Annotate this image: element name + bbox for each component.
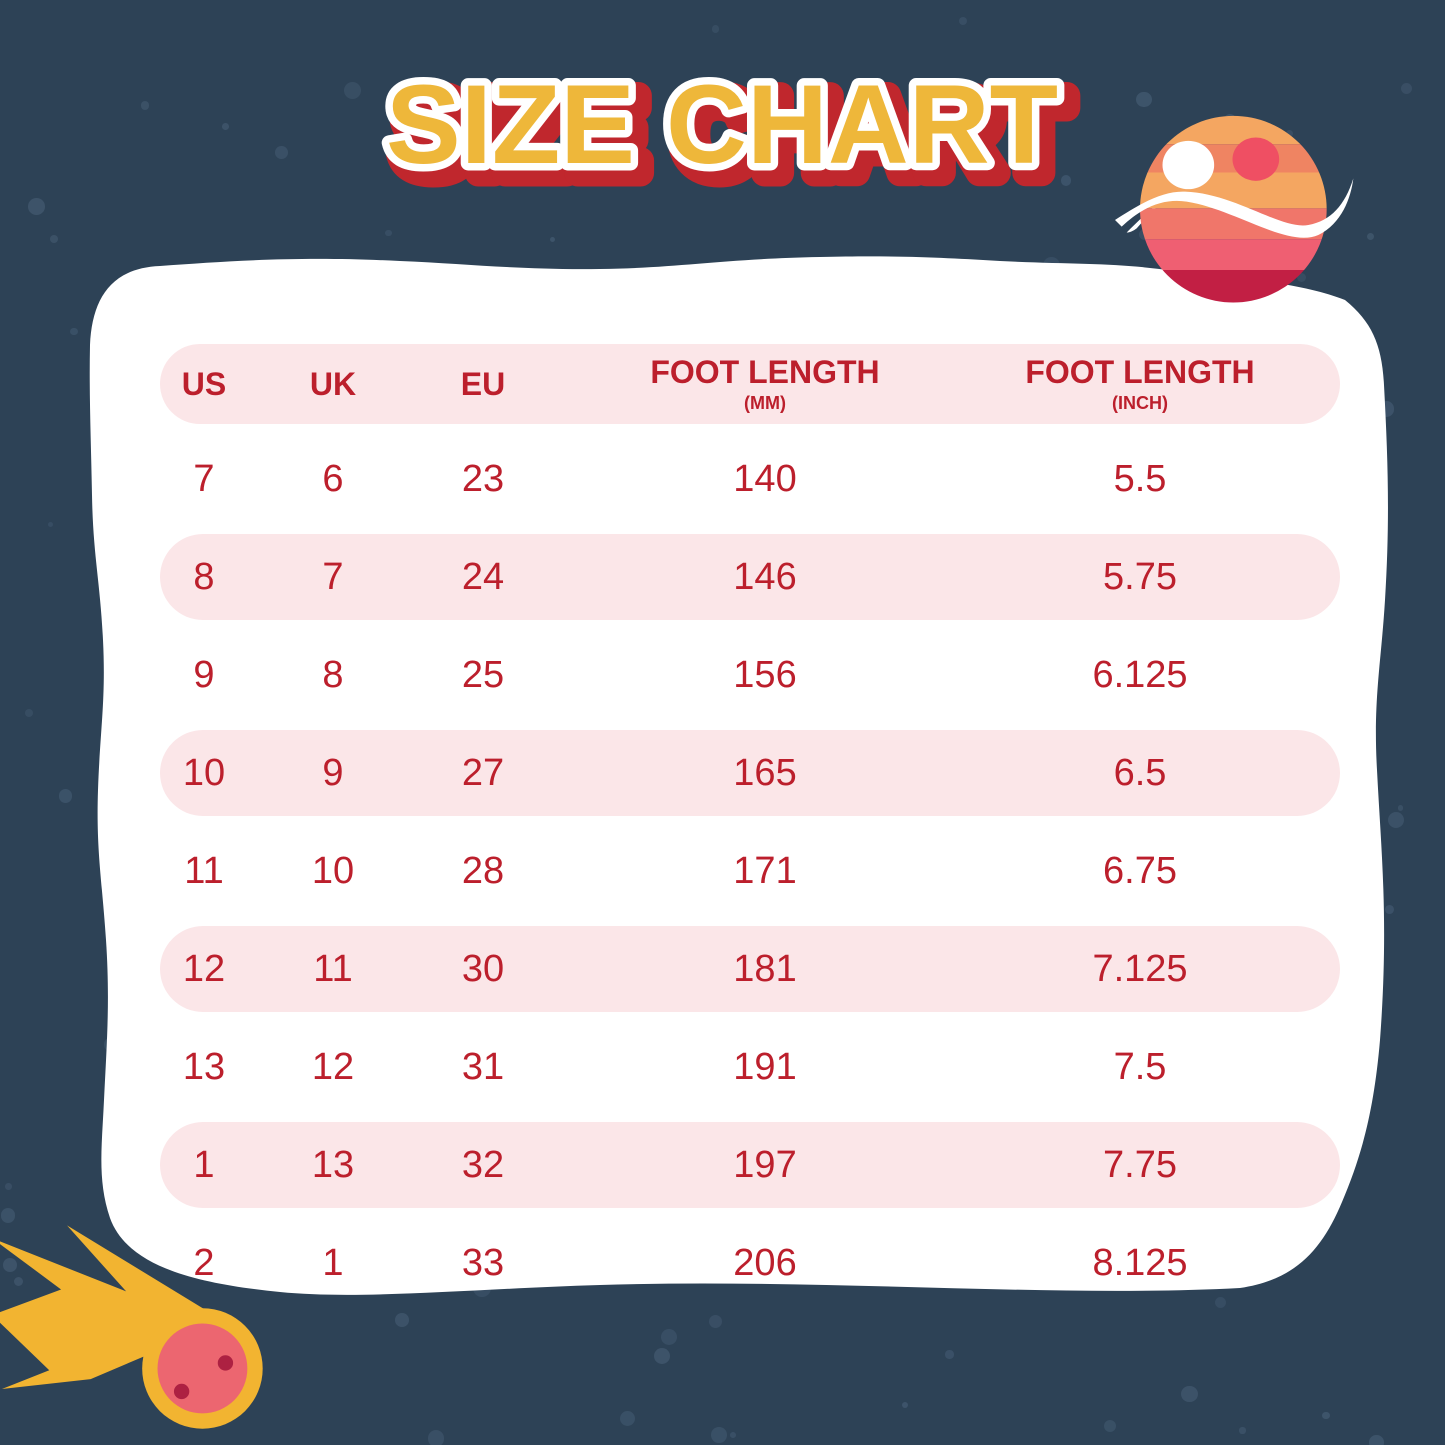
svg-text:SIZE CHART: SIZE CHART — [386, 62, 1058, 187]
